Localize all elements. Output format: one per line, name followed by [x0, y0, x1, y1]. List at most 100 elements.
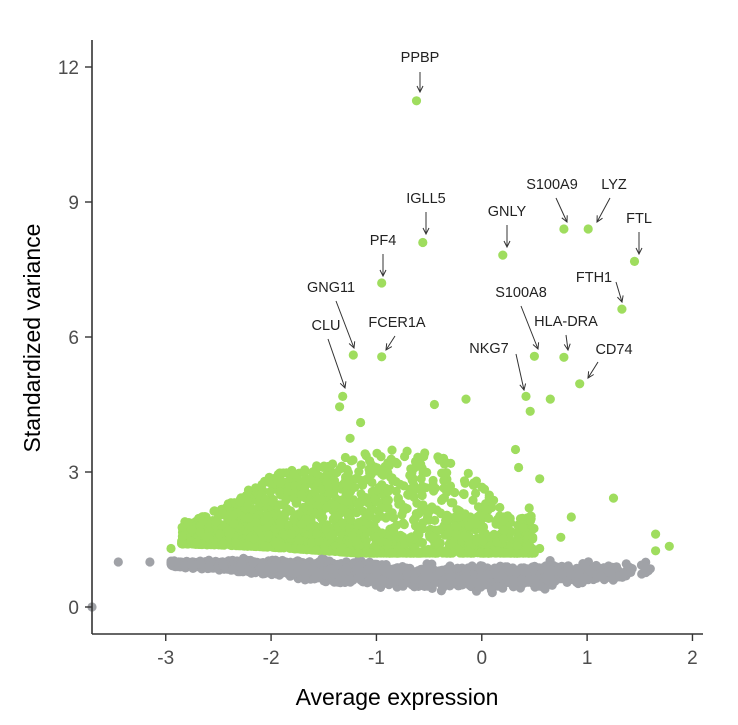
- point-variable: [283, 486, 293, 496]
- point-variable: [210, 540, 220, 550]
- point-variable: [420, 448, 430, 458]
- point-variable: [407, 489, 417, 499]
- point-variable: [405, 470, 415, 480]
- point-variable: [518, 523, 528, 533]
- point-variable: [354, 467, 364, 477]
- point-nonvariable: [300, 567, 310, 577]
- point-nonvariable: [490, 565, 500, 575]
- gene-annotation: FTL: [626, 211, 652, 256]
- point-variable: [297, 519, 307, 529]
- point-variable: [209, 506, 219, 516]
- x-axis-title: Average expression: [296, 684, 499, 710]
- point-nonvariable: [542, 571, 552, 582]
- point-variable: [559, 352, 569, 362]
- gene-annotation: S100A9: [526, 177, 578, 224]
- point-variable: [499, 525, 509, 535]
- point-variable: [187, 525, 197, 535]
- point-variable: [397, 510, 407, 520]
- point-nonvariable: [402, 569, 412, 579]
- point-variable: [416, 474, 426, 484]
- point-variable: [371, 514, 381, 525]
- point-variable: [251, 517, 261, 528]
- point-variable: [338, 391, 348, 401]
- gene-annotation: GNLY: [488, 204, 527, 249]
- point-nonvariable: [452, 563, 463, 573]
- point-variable: [484, 513, 494, 524]
- point-nonvariable: [292, 565, 303, 575]
- point-variable: [410, 513, 420, 523]
- point-variable: [497, 516, 507, 526]
- gene-annotation: CD74: [587, 342, 633, 379]
- point-nonvariable: [610, 563, 620, 573]
- point-variable: [353, 548, 363, 558]
- arrow-head: [348, 341, 356, 350]
- point-nonvariable: [508, 582, 518, 592]
- arrow-line: [565, 334, 569, 351]
- point-variable: [417, 538, 427, 548]
- point-variable: [575, 379, 585, 389]
- point-variable: [311, 508, 321, 519]
- point-variable: [290, 510, 300, 520]
- point-variable: [535, 543, 545, 554]
- arrow-line: [327, 338, 346, 389]
- point-nonvariable: [572, 577, 582, 587]
- point-variable: [218, 509, 228, 519]
- point-variable: [319, 461, 329, 471]
- gene-annotation: HLA-DRA: [534, 314, 598, 352]
- gene-label: FCER1A: [368, 315, 426, 331]
- point-nonvariable: [228, 565, 238, 575]
- point-nonvariable: [540, 584, 550, 594]
- point-variable: [356, 417, 366, 428]
- point-variable: [376, 452, 386, 462]
- point-variable: [307, 538, 317, 548]
- arrow-head: [519, 383, 527, 392]
- point-variable: [503, 548, 513, 558]
- arrow-head: [379, 269, 387, 278]
- point-nonvariable: [341, 563, 351, 573]
- point-variable: [348, 350, 358, 360]
- point-variable: [439, 476, 449, 486]
- point-variable: [229, 519, 239, 529]
- point-variable: [319, 545, 330, 555]
- point-nonvariable: [310, 566, 320, 576]
- point-variable: [433, 539, 443, 549]
- point-variable: [320, 524, 331, 534]
- point-variable: [383, 487, 393, 497]
- point-nonvariable: [352, 565, 362, 575]
- point-variable: [413, 548, 423, 558]
- point-nonvariable: [579, 573, 589, 584]
- point-variable: [471, 519, 481, 529]
- point-nonvariable: [477, 561, 487, 571]
- point-variable: [395, 479, 405, 489]
- arrow-line: [615, 281, 623, 303]
- point-variable: [524, 503, 534, 513]
- point-nonvariable: [267, 563, 277, 573]
- point-variable: [458, 489, 468, 499]
- point-variable: [499, 534, 509, 544]
- point-variable: [512, 541, 522, 551]
- point-variable: [352, 508, 362, 518]
- point-nonvariable: [467, 561, 477, 571]
- point-variable: [436, 546, 446, 556]
- point-variable: [312, 529, 322, 539]
- gene-label: GNG11: [307, 280, 355, 296]
- point-variable: [529, 351, 540, 361]
- point-variable: [314, 536, 324, 546]
- gene-annotation: GNG11: [307, 280, 356, 350]
- arrow-head: [503, 240, 511, 249]
- point-variable: [413, 452, 423, 462]
- point-variable: [422, 467, 432, 477]
- point-nonvariable: [186, 559, 196, 570]
- gene-annotation: FTH1: [576, 270, 624, 304]
- x-tick-label: -2: [263, 648, 280, 669]
- point-variable: [277, 541, 287, 551]
- point-variable: [484, 548, 494, 558]
- point-variable: [484, 493, 494, 503]
- point-variable: [312, 501, 322, 511]
- point-nonvariable: [508, 575, 519, 586]
- point-variable: [405, 533, 415, 543]
- gene-label: FTL: [626, 211, 652, 227]
- point-variable: [300, 467, 310, 477]
- y-axis-title: Standardized variance: [19, 224, 45, 453]
- point-variable: [362, 509, 372, 520]
